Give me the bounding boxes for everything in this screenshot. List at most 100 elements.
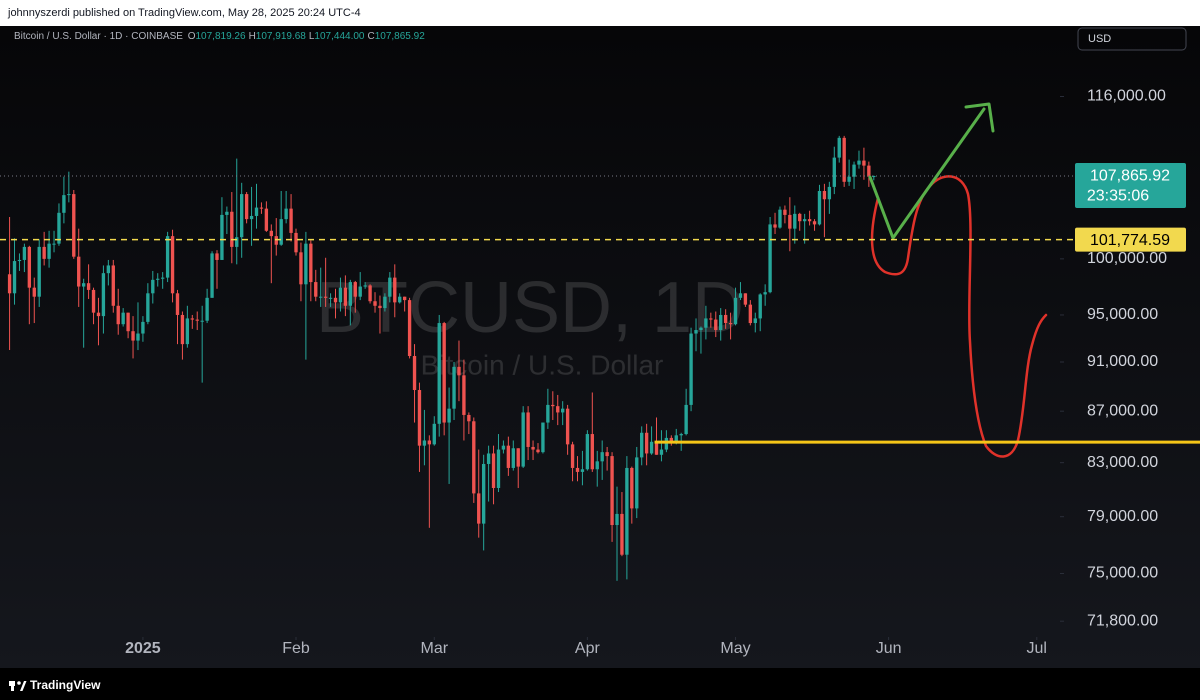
candle-body — [704, 318, 708, 328]
candle-body — [472, 421, 476, 494]
y-tick-label: 95,000.00 — [1087, 306, 1158, 323]
candle-body — [852, 164, 856, 177]
brand-logo — [9, 681, 27, 691]
candle-body — [279, 219, 283, 245]
candle-body — [551, 404, 555, 407]
candle-body — [837, 137, 841, 158]
candle-body — [333, 297, 338, 303]
candle-body — [773, 224, 777, 228]
candle-body — [477, 493, 481, 524]
y-tick-label: 100,000.00 — [1087, 250, 1167, 267]
candle-body — [714, 319, 718, 331]
candle-body — [827, 186, 832, 200]
candle-body — [269, 230, 273, 237]
candle-body — [185, 318, 190, 345]
candle-body — [131, 331, 135, 341]
candle-body — [254, 207, 259, 216]
candle-body — [447, 408, 451, 423]
candle-body — [378, 305, 382, 309]
candle-body — [798, 213, 802, 222]
candle-body — [486, 453, 491, 464]
candle-body — [743, 293, 748, 305]
candle-body — [126, 312, 130, 332]
candle-body — [694, 330, 698, 334]
candle-body — [511, 448, 515, 468]
green-arrow — [868, 102, 995, 240]
candle-body — [146, 293, 150, 322]
candle-body — [52, 243, 56, 245]
candle-body — [101, 273, 106, 317]
candle-body — [116, 305, 120, 325]
candle-body — [328, 297, 333, 299]
candle-body — [610, 456, 614, 526]
candle-body — [220, 214, 224, 260]
ohlc-value: 107,444.00 — [314, 31, 365, 42]
candle-body — [625, 467, 629, 555]
candle-body — [190, 318, 194, 320]
candle-body — [235, 237, 239, 247]
candle-body — [842, 137, 846, 182]
candle-body — [91, 289, 96, 313]
candle-body — [659, 449, 664, 455]
candle-body — [195, 319, 199, 321]
candle-body — [12, 261, 17, 294]
candle-body — [319, 296, 323, 298]
candle-body — [719, 314, 723, 331]
red-drawing — [870, 175, 1048, 458]
candle-body — [437, 323, 441, 424]
candle-body — [368, 285, 372, 302]
candle-body — [595, 461, 599, 470]
ohlc-value: 107,865.92 — [374, 31, 425, 42]
candle-body — [546, 404, 550, 423]
candle-body — [343, 287, 348, 306]
candle-body — [684, 404, 688, 435]
candle-body — [160, 277, 165, 279]
candle-body — [121, 312, 125, 325]
candle-body — [225, 211, 229, 215]
candle-body — [541, 422, 545, 453]
candle-body — [106, 265, 111, 274]
candle-body — [778, 209, 782, 228]
candle-body — [240, 194, 244, 238]
candle-body — [274, 236, 278, 245]
candle-body — [753, 318, 757, 324]
candle-body — [170, 236, 175, 294]
candle-body — [309, 243, 313, 283]
price-level-tag — [1075, 227, 1186, 252]
candle-body — [294, 232, 298, 253]
candle-body — [462, 375, 466, 415]
candle-body — [457, 366, 461, 376]
candle-body — [857, 160, 861, 165]
candle-body — [872, 176, 876, 178]
currency-button[interactable] — [1077, 27, 1187, 51]
y-tick-label: 71,800.00 — [1087, 612, 1158, 629]
candle-body — [689, 333, 693, 405]
candle-body — [822, 191, 827, 200]
x-tick-label: Feb — [282, 640, 310, 657]
candle-body — [304, 243, 308, 285]
candle-body — [353, 282, 357, 297]
candle-body — [768, 224, 772, 293]
candle-body — [640, 432, 644, 458]
ohlc-letter: H — [248, 31, 256, 42]
watermark: BTCUSD, 1D — [316, 268, 744, 348]
chart-background — [0, 26, 1200, 668]
plot-area — [7, 135, 876, 581]
candle-body — [264, 208, 269, 231]
candle-body — [284, 208, 288, 220]
candle-body — [674, 435, 678, 444]
candle-body — [72, 194, 76, 257]
x-tick-label: Apr — [575, 640, 601, 657]
candle-body — [728, 323, 733, 325]
candle-body — [570, 444, 575, 468]
candle-body — [111, 265, 115, 306]
candle-body — [526, 412, 530, 447]
candle-body — [141, 321, 145, 334]
ohlc-value: 107,919.68 — [255, 31, 306, 42]
currency[interactable]: USD — [1088, 33, 1111, 45]
candle-body — [96, 312, 101, 317]
candle-body — [22, 246, 27, 260]
candle-body — [649, 441, 654, 454]
candle-body — [388, 277, 392, 297]
